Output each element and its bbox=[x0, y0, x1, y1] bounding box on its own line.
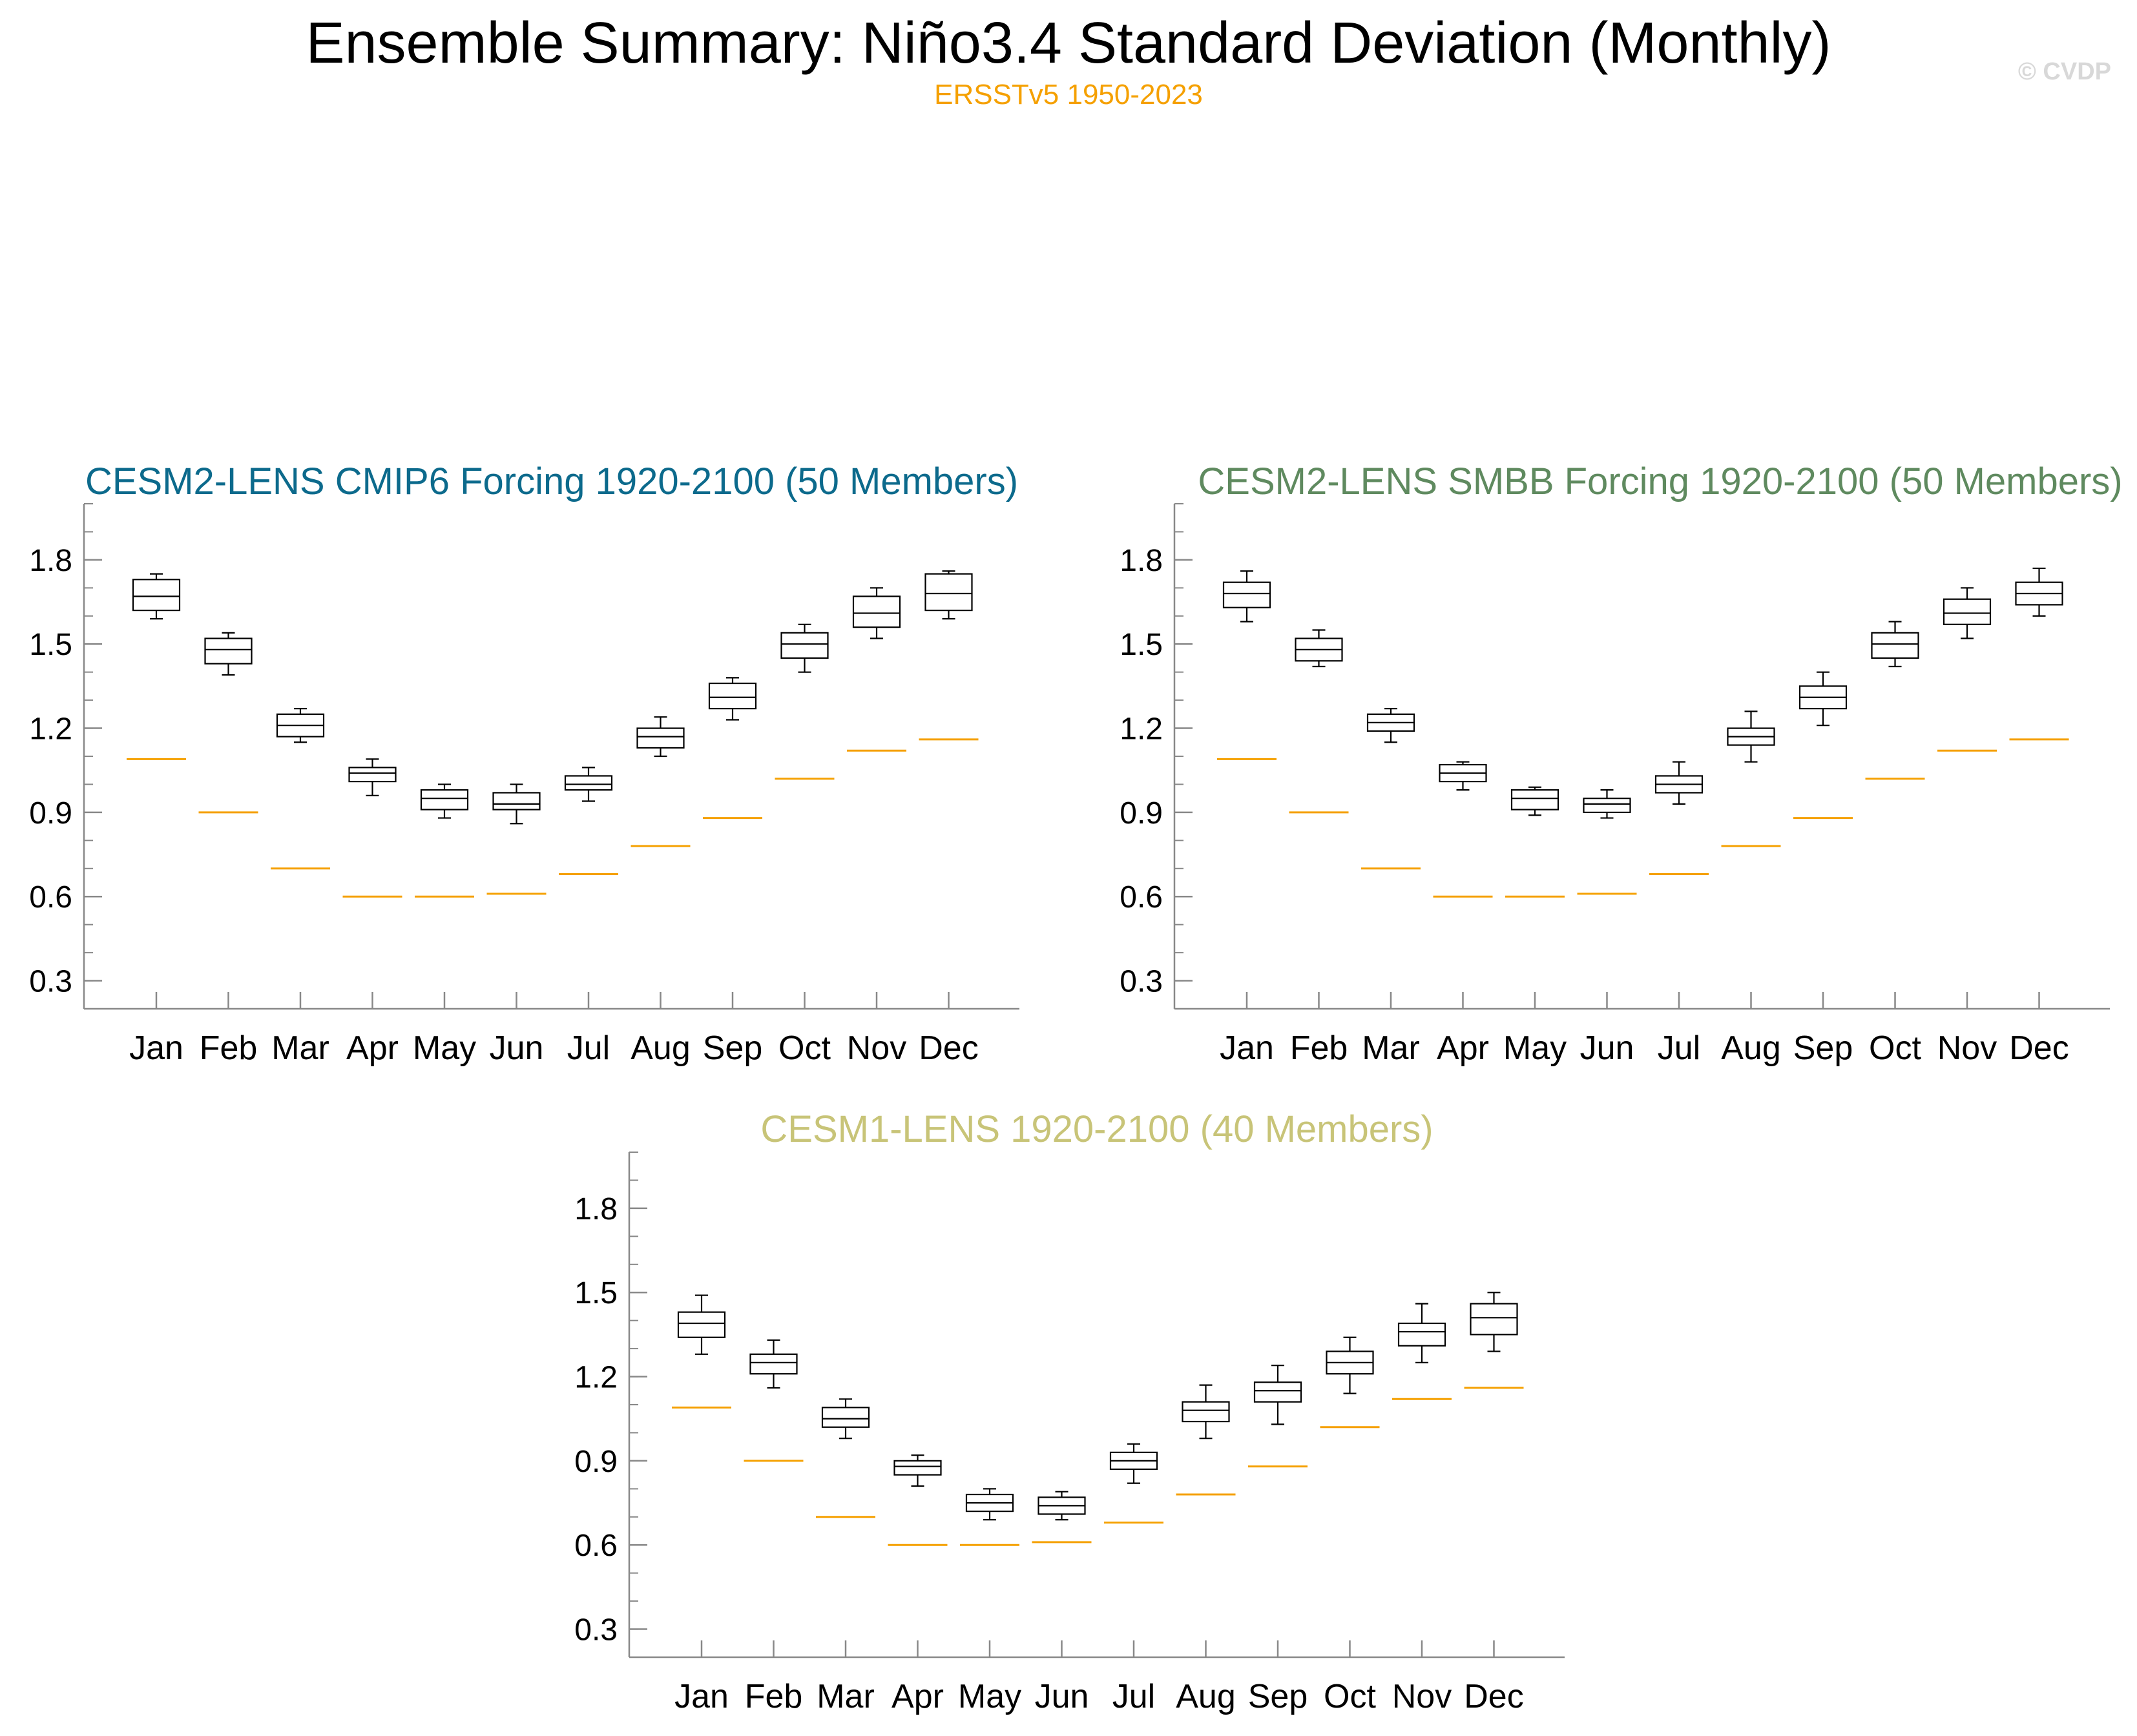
panel3-title: CESM1-LENS 1920-2100 (40 Members) bbox=[760, 1108, 1433, 1150]
panel2-y-tick-label: 1.5 bbox=[1120, 628, 1163, 662]
panel2-x-tick-label: Jul bbox=[1658, 1029, 1700, 1067]
panel1-box bbox=[708, 682, 757, 710]
panel3-box bbox=[1253, 1381, 1302, 1403]
observation-subtitle: ERSSTv5 1950-2023 bbox=[934, 79, 1203, 110]
panel3-box bbox=[893, 1460, 942, 1476]
panel2-box bbox=[1510, 789, 1559, 811]
panel3-box bbox=[677, 1311, 726, 1338]
panel2-box bbox=[1943, 598, 1992, 625]
panel1-x-tick-label: Apr bbox=[346, 1029, 399, 1067]
panel1-y-tick-label: 1.2 bbox=[29, 712, 72, 747]
panel3-x-tick-label: Apr bbox=[891, 1678, 944, 1715]
panel1-box bbox=[204, 637, 253, 665]
panel2-box bbox=[1583, 798, 1631, 813]
panel2-y-tick-label: 1.8 bbox=[1120, 544, 1163, 578]
panel3-y-tick-label: 1.2 bbox=[574, 1361, 618, 1395]
panel1-title: CESM2-LENS CMIP6 Forcing 1920-2100 (50 M… bbox=[85, 460, 1018, 502]
panel3-x-tick-label: Nov bbox=[1392, 1678, 1452, 1715]
panel1-x-tick-label: Oct bbox=[778, 1029, 831, 1067]
panel3-y-tick-label: 1.5 bbox=[574, 1276, 618, 1310]
panel1-box bbox=[780, 632, 829, 659]
panel3-y-tick-label: 1.8 bbox=[574, 1192, 618, 1226]
panel1-x-tick-label: Nov bbox=[847, 1029, 906, 1067]
panel2-x-tick-label: Sep bbox=[1793, 1029, 1853, 1067]
panel1-box bbox=[852, 595, 901, 628]
panel3-x-tick-label: Mar bbox=[817, 1678, 875, 1715]
panel3-box bbox=[1470, 1303, 1518, 1336]
panel1-box bbox=[492, 792, 541, 811]
panel1-x-tick-label: Mar bbox=[271, 1029, 329, 1067]
panel2-y-tick-label: 0.6 bbox=[1120, 880, 1163, 914]
main-title: Ensemble Summary: Niño3.4 Standard Devia… bbox=[306, 11, 1831, 76]
panel3-x-tick-label: Oct bbox=[1324, 1678, 1376, 1715]
panel1-x-tick-label: Aug bbox=[631, 1029, 691, 1067]
panel2-x-tick-label: Aug bbox=[1721, 1029, 1781, 1067]
panel2-y-tick-label: 0.3 bbox=[1120, 965, 1163, 999]
panel1-x-tick-label: Jul bbox=[567, 1029, 610, 1067]
panel3-y-tick-label: 0.9 bbox=[574, 1445, 618, 1479]
panel1-box bbox=[132, 579, 181, 612]
panel3-x-tick-label: Feb bbox=[745, 1678, 803, 1715]
panel1-box bbox=[924, 573, 973, 612]
panel1-box bbox=[564, 775, 613, 791]
panel1-y-tick-label: 0.9 bbox=[29, 796, 72, 831]
panel2-x-tick-label: Feb bbox=[1290, 1029, 1348, 1067]
panel3-x-tick-label: Dec bbox=[1464, 1678, 1523, 1715]
panel1-x-tick-label: Dec bbox=[919, 1029, 978, 1067]
panel2-x-tick-label: Jan bbox=[1220, 1029, 1274, 1067]
panel3-box bbox=[821, 1407, 870, 1428]
copyright-watermark: © CVDP bbox=[2017, 58, 2111, 85]
panel1-y-tick-label: 1.8 bbox=[29, 544, 72, 578]
panel2-x-tick-label: May bbox=[1503, 1029, 1567, 1067]
panel2-x-tick-label: Jun bbox=[1580, 1029, 1634, 1067]
panel3-y-tick-label: 0.6 bbox=[574, 1529, 618, 1563]
panel1-box bbox=[348, 767, 397, 783]
panel3-box bbox=[1182, 1401, 1230, 1423]
panel1-box bbox=[636, 727, 685, 749]
panel3-y-tick-label: 0.3 bbox=[574, 1613, 618, 1648]
panel3-x-tick-label: Jan bbox=[674, 1678, 729, 1715]
panel2-box bbox=[1871, 632, 1919, 659]
panel1-x-tick-label: Jun bbox=[490, 1029, 544, 1067]
panel1-x-tick-label: Jan bbox=[129, 1029, 183, 1067]
panel2-x-tick-label: Dec bbox=[2009, 1029, 2069, 1067]
panel2-x-tick-label: Mar bbox=[1362, 1029, 1420, 1067]
panel3-x-tick-label: Aug bbox=[1176, 1678, 1236, 1715]
panel1-y-tick-label: 1.5 bbox=[29, 628, 72, 662]
panel1-y-tick-label: 0.6 bbox=[29, 880, 72, 914]
panel3-x-tick-label: Jul bbox=[1112, 1678, 1155, 1715]
panel2-x-tick-label: Nov bbox=[1937, 1029, 1997, 1067]
panel2-y-tick-label: 0.9 bbox=[1120, 796, 1163, 831]
panel1-x-tick-label: Sep bbox=[703, 1029, 763, 1067]
panel2-x-tick-label: Oct bbox=[1869, 1029, 1921, 1067]
panel2-x-tick-label: Apr bbox=[1437, 1029, 1489, 1067]
panel2-y-tick-label: 1.2 bbox=[1120, 712, 1163, 747]
panel2-title: CESM2-LENS SMBB Forcing 1920-2100 (50 Me… bbox=[1198, 460, 2122, 502]
panel3-x-tick-label: May bbox=[958, 1678, 1021, 1715]
panel3-x-tick-label: Jun bbox=[1035, 1678, 1089, 1715]
panel3-x-tick-label: Sep bbox=[1248, 1678, 1308, 1715]
panel1-box bbox=[420, 789, 469, 811]
panel1-x-tick-label: Feb bbox=[200, 1029, 258, 1067]
panel3-box bbox=[749, 1353, 798, 1375]
panel3-box bbox=[1397, 1322, 1446, 1347]
panel1-x-tick-label: May bbox=[413, 1029, 476, 1067]
panel1-y-tick-label: 0.3 bbox=[29, 965, 72, 999]
panel2-box bbox=[1222, 581, 1271, 608]
